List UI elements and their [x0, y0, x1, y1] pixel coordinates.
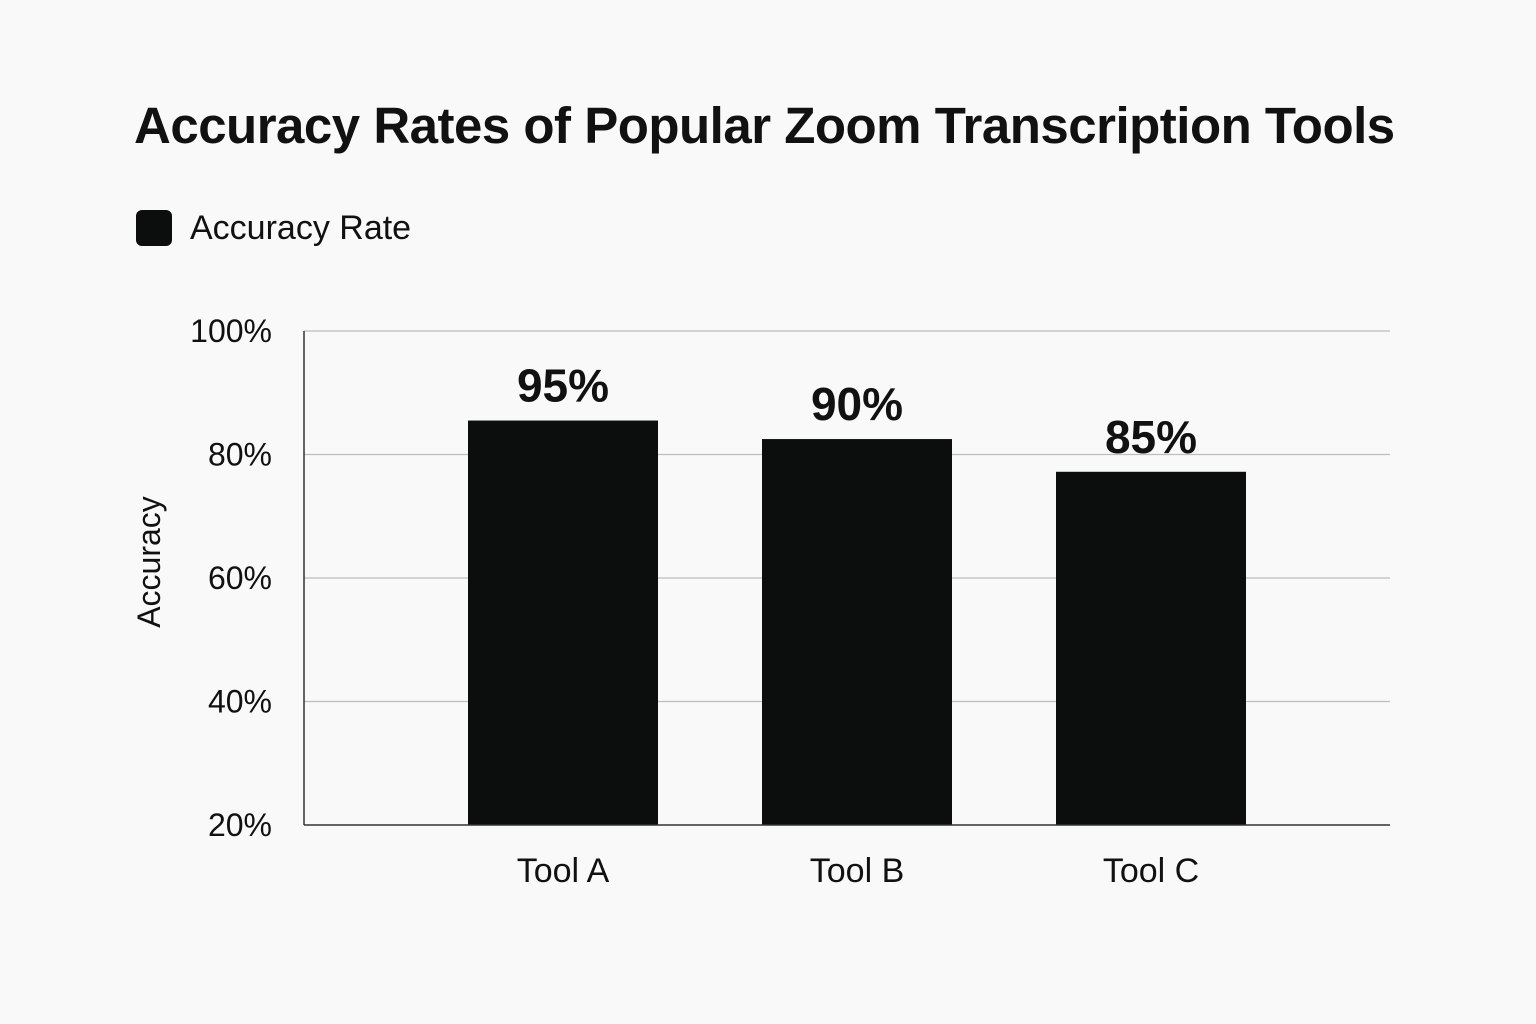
y-tick-label: 60% — [208, 560, 272, 596]
data-label: 85% — [1105, 411, 1197, 463]
data-label: 90% — [811, 378, 903, 430]
legend: Accuracy Rate — [136, 210, 411, 246]
x-tick-label: Tool A — [517, 852, 610, 890]
x-tick-label: Tool C — [1103, 852, 1199, 890]
x-tick-label: Tool B — [810, 852, 905, 890]
y-tick-label: 20% — [208, 807, 272, 843]
labels: 20% 40% 60% 80% 100% 95% Tool A 90% Tool B 85% Too… — [190, 313, 1199, 890]
legend-label: Accuracy Rate — [190, 209, 412, 247]
bars — [468, 420, 1246, 825]
y-axis-title: Accuracy — [131, 496, 167, 628]
axes — [303, 331, 1390, 826]
chart-title: Accuracy Rates of Popular Zoom Transcrip… — [134, 97, 1395, 154]
bar-tool-b — [762, 439, 952, 825]
y-tick-label: 40% — [208, 684, 272, 720]
y-tick-label: 80% — [208, 437, 272, 473]
legend-swatch — [136, 210, 172, 246]
data-label: 95% — [517, 360, 609, 412]
bar-tool-c — [1056, 471, 1246, 825]
y-tick-label: 100% — [190, 313, 272, 349]
bar-tool-a — [468, 420, 658, 825]
